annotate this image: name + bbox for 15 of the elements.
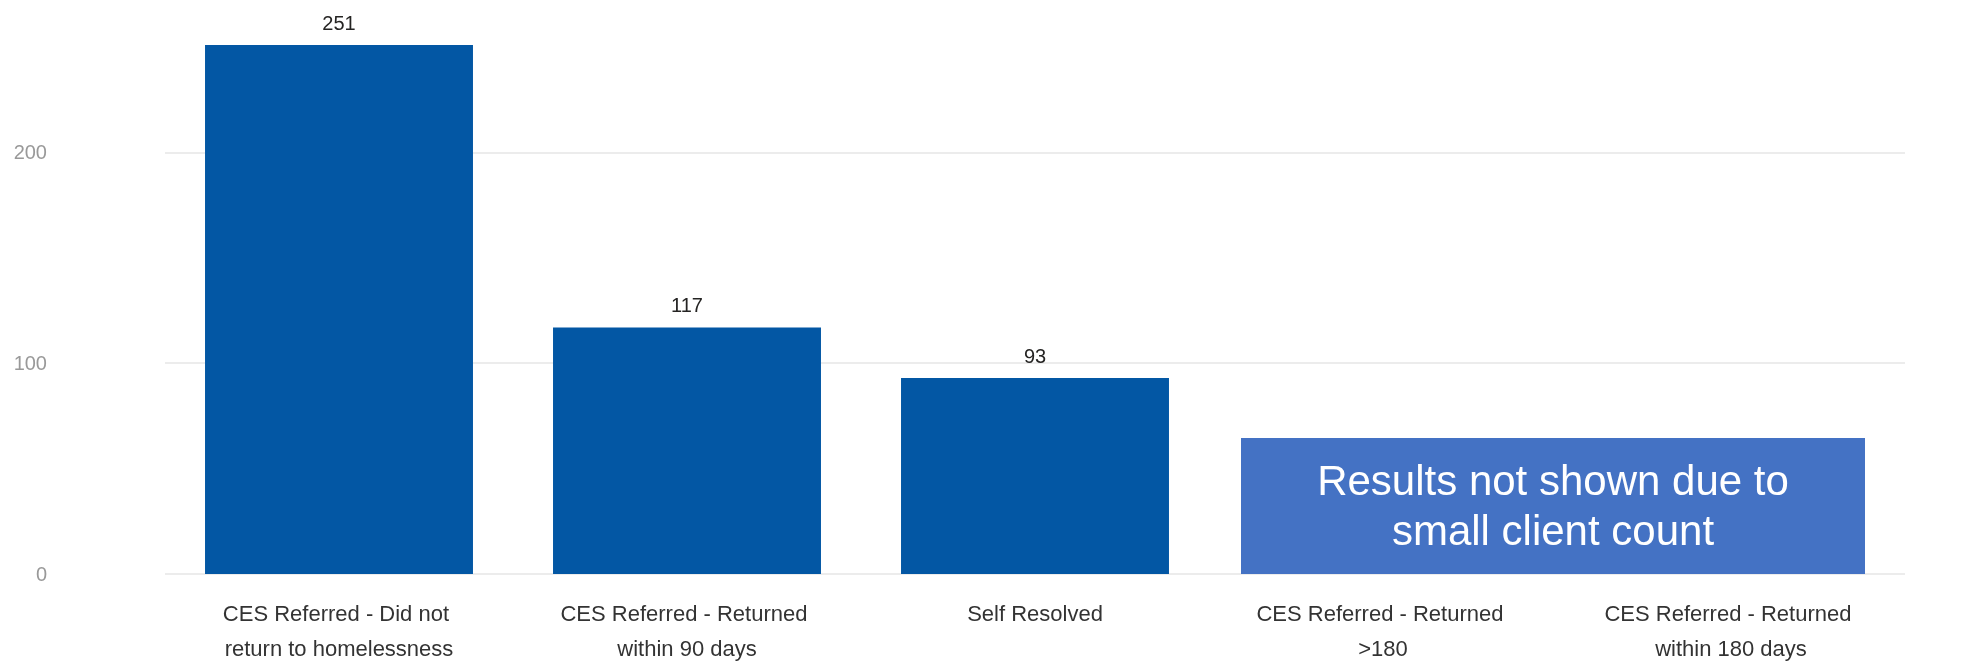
x-tick-label: CES Referred - Returned >180 bbox=[1256, 601, 1510, 661]
notice-box: Results not shown due to small client count bbox=[1241, 438, 1865, 574]
bar bbox=[901, 378, 1169, 574]
data-label: 251 bbox=[322, 12, 356, 34]
data-label: 93 bbox=[1023, 345, 1047, 367]
x-tick-label: CES Referred - Did not return to homelessness bbox=[222, 601, 456, 661]
y-tick-label: 0 bbox=[35, 563, 47, 585]
x-tick-label: CES Referred - Returned within 90 days bbox=[560, 601, 814, 661]
bar bbox=[553, 327, 821, 574]
bar bbox=[205, 45, 473, 574]
x-tick-label: CES Referred - Returned within 180 days bbox=[1604, 601, 1858, 661]
y-tick-label: 200 bbox=[13, 141, 47, 164]
x-tick-label: Self Resolved bbox=[967, 601, 1103, 626]
data-label: 117 bbox=[671, 294, 703, 317]
y-tick-label: 100 bbox=[13, 352, 47, 375]
